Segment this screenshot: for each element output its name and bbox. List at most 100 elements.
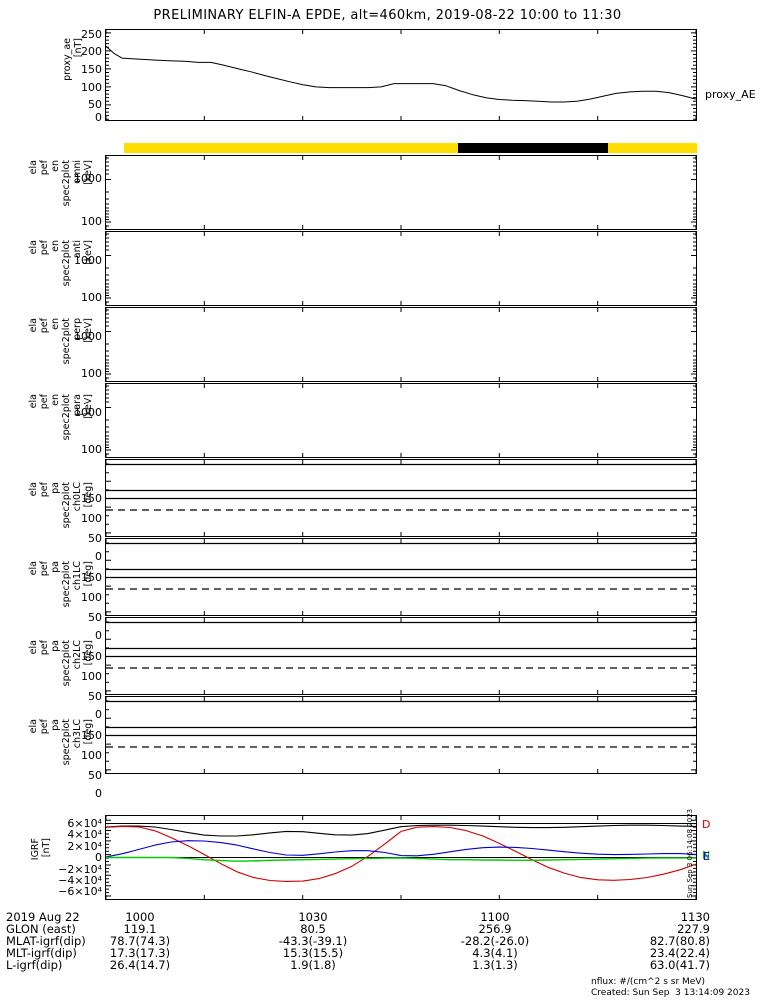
ytick-100: 100 [81,443,102,456]
ch3lc-plot [106,697,696,773]
bottom-col0-glon: 119.1 [123,922,157,936]
axis-label-line: pa [50,640,61,652]
axis-label-line: pef [39,719,50,735]
axis-label-line: pef [39,482,50,498]
bottom-col3-l: 63.0(41.7) [649,958,710,972]
igrf-legend-D: D [702,818,711,831]
axis-label-line: en [50,318,61,330]
axis-label-line: pef [39,640,50,656]
ytick-1000: 1000 [74,330,102,343]
omni-plot [106,156,696,229]
ytick-p2e4: 2×10⁴ [67,840,102,853]
panel-anti [105,231,697,306]
ytick-50: 50 [88,769,102,782]
status-bar-black-segment [458,143,608,153]
axis-label-line: pef [39,318,50,334]
axis-label-line: ela [28,318,39,333]
bottom-row-label-date: 2019 Aug 22 [6,910,80,924]
ytick-200: 200 [81,45,102,58]
ytick-n4e4: −4×10⁴ [58,874,102,887]
footer-created: Created: Sun Sep 3 13:14:09 2023 [591,988,750,998]
ytick-0: 0 [95,550,102,563]
ch2lc-plot [106,618,696,694]
bottom-col1-mlt: 15.3(15.5) [282,946,344,960]
ytick-0: 0 [95,629,102,642]
ytick-0: 0 [95,111,102,124]
anti-plot [106,232,696,305]
axis-label-line: en [50,160,61,172]
ytick-50: 50 [88,611,102,624]
ytick-250: 250 [81,28,102,41]
bottom-row-label-mlt: MLT-igrf(dip) [6,946,77,960]
axis-label-line: en [50,240,61,252]
ytick-0: 0 [95,787,102,800]
bottom-col2-glon: 256.9 [478,922,512,936]
proxy-ae-legend: proxy_AE [705,88,756,101]
ytick-100: 100 [81,591,102,604]
bottom-col1-time: 1030 [298,910,328,924]
bottom-col2-mlat: -28.2(-26.0) [460,934,530,948]
bottom-col2-mlt: 4.3(4.1) [472,946,518,960]
ch1lc-plot [106,539,696,615]
axis-label-line: pa [50,561,61,573]
ytick-n6e4: −6×10⁴ [58,885,102,898]
igrf-side-timestamp: Sun Sep 3 06:14:08 2023 [686,808,694,898]
bottom-col0-l: 26.4(14.7) [109,958,171,972]
axis-label-line: ela [28,394,39,409]
bottom-col1-glon: 80.5 [300,922,326,936]
status-bar [124,143,697,153]
ytick-150: 150 [81,492,102,505]
ytick-100: 100 [81,367,102,380]
bottom-col3-mlat: 82.7(80.8) [649,934,710,948]
panel-perp [105,307,697,382]
igrf-legend-N: N [702,849,711,862]
ytick-1000: 1000 [74,406,102,419]
perp-plot [106,308,696,381]
igrf-plot [106,816,696,899]
ytick-50: 50 [88,98,102,111]
bottom-col0-mlt: 17.3(17.3) [109,946,171,960]
panel-igrf-label: IGRF [nT] [30,838,52,860]
bottom-col3-time: 1130 [680,910,710,924]
axis-label-line: ela [28,160,39,175]
axis-label-line: ela [28,482,39,497]
axis-label-line: en [50,394,61,406]
ytick-150: 150 [81,650,102,663]
bottom-col1-mlat: -43.3(-39.1) [278,934,348,948]
ytick-p4e4: 4×10⁴ [67,828,102,841]
bottom-col3-glon: 227.9 [677,922,710,936]
ytick-50: 50 [88,532,102,545]
axis-label-line: ela [28,240,39,255]
footer-units: nflux: #/(cm^2 s sr MeV) [591,977,705,987]
proxy-ae-plot [106,30,696,120]
igrf-legend-E: E [703,850,710,863]
bottom-col2-l: 1.3(1.3) [472,958,518,972]
ytick-0: 0 [95,708,102,721]
panel-proxy-ae [105,29,697,121]
ytick-150: 150 [81,729,102,742]
ytick-100: 100 [81,670,102,683]
axis-label-line: ela [28,561,39,576]
axis-label-line: pa [50,719,61,731]
bottom-col0-time: 1000 [125,910,155,924]
panel-para [105,383,697,458]
ytick-150: 150 [81,571,102,584]
ytick-100: 100 [81,749,102,762]
panel-omni [105,155,697,230]
ytick-1000: 1000 [74,172,102,185]
bottom-row-label-l: L-igrf(dip) [6,958,63,972]
axis-label-line: pef [39,394,50,410]
page-title: PRELIMINARY ELFIN-A EPDE, alt=460km, 201… [153,8,622,23]
ytick-50: 50 [88,690,102,703]
ch0lc-plot [106,460,696,536]
ytick-150: 150 [81,63,102,76]
ytick-zero: 0 [95,851,102,864]
bottom-col1-l: 1.9(1.8) [290,958,336,972]
bottom-col0-mlat: 78.7(74.3) [109,934,171,948]
ytick-1000: 1000 [74,254,102,267]
ytick-100: 100 [81,512,102,525]
bottom-col3-mlt: 23.4(22.4) [649,946,710,960]
ytick-100: 100 [81,215,102,228]
axis-label-line: IGRF [30,838,41,861]
bottom-row-label-mlat: MLAT-igrf(dip) [6,934,86,948]
